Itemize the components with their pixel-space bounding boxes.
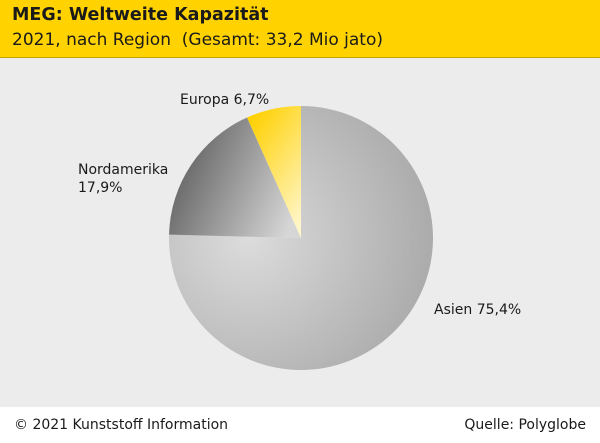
pie-slice-nordamerika	[169, 117, 301, 238]
chart-subtitle: 2021, nach Region (Gesamt: 33,2 Mio jato…	[12, 30, 383, 50]
chart-title: MEG: Weltweite Kapazität	[12, 5, 269, 25]
pie-slice-asien	[169, 106, 433, 371]
pie-slice-europa	[247, 106, 301, 238]
chart-footer: © 2021 Kunststoff Information Quelle: Po…	[0, 407, 600, 443]
slice-label-nordamerika: Nordamerika 17,9%	[78, 162, 168, 196]
pie-chart: Asien 75,4% Nordamerika 17,9% Europa 6,7%	[78, 92, 521, 371]
chart-header: MEG: Weltweite Kapazität 2021, nach Regi…	[0, 0, 600, 58]
chart-area: Asien 75,4% Nordamerika 17,9% Europa 6,7%	[0, 58, 600, 407]
copyright-text: © 2021 Kunststoff Information	[14, 417, 229, 433]
slice-label-asien: Asien 75,4%	[434, 302, 521, 318]
source-text: Quelle: Polyglobe	[464, 417, 586, 433]
slice-label-europa: Europa 6,7%	[180, 92, 269, 108]
